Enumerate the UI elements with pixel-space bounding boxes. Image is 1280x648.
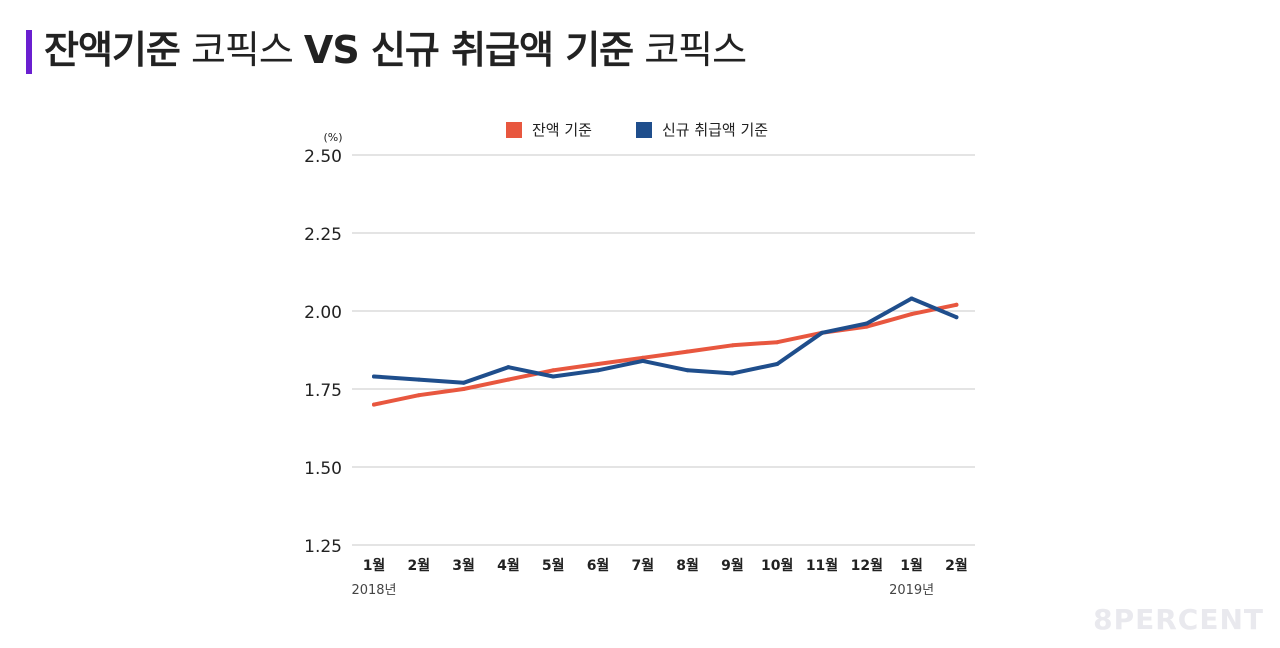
data-point bbox=[596, 362, 600, 367]
data-point bbox=[685, 349, 690, 354]
y-tick-label: 1.50 bbox=[304, 459, 342, 479]
x-tick-label: 12월 bbox=[851, 557, 883, 574]
title-part-4: 코픽스 bbox=[644, 28, 747, 72]
x-tick-label: 8월 bbox=[676, 557, 699, 574]
chart-legend: 잔액 기준 신규 취급액 기준 bbox=[506, 119, 768, 140]
y-tick-label: 2.50 bbox=[304, 147, 342, 167]
legend-label-new: 신규 취급액 기준 bbox=[661, 121, 769, 139]
x-year-label: 2018년 bbox=[351, 583, 396, 598]
x-tick-label: 1월 bbox=[363, 557, 386, 574]
data-point bbox=[954, 315, 959, 320]
series-line-1 bbox=[372, 296, 959, 385]
y-tick-label: 2.25 bbox=[304, 225, 342, 245]
legend-label-balance: 잔액 기준 bbox=[532, 121, 592, 139]
data-point bbox=[685, 368, 690, 373]
x-year-label: 2019년 bbox=[889, 583, 934, 598]
series-line-0 bbox=[372, 302, 959, 407]
x-tick-label: 9월 bbox=[721, 557, 744, 574]
data-point bbox=[775, 340, 780, 345]
data-point bbox=[551, 368, 556, 373]
data-point bbox=[551, 374, 556, 379]
x-tick-label: 1월 bbox=[900, 557, 923, 574]
data-point bbox=[416, 377, 421, 382]
data-point bbox=[864, 321, 869, 326]
data-point bbox=[640, 358, 645, 363]
data-point bbox=[461, 380, 466, 385]
title-part-2: 코픽스 bbox=[190, 28, 294, 72]
data-point bbox=[820, 330, 824, 335]
title-part-1: 잔액기준 bbox=[44, 28, 181, 72]
title-accent-bar bbox=[26, 30, 32, 74]
data-point bbox=[909, 312, 914, 317]
x-tick-label: 4월 bbox=[497, 557, 520, 574]
x-tick-label: 11월 bbox=[806, 557, 838, 574]
data-point bbox=[730, 371, 735, 376]
x-tick-label: 7월 bbox=[631, 557, 654, 574]
y-tick-label: 1.25 bbox=[304, 537, 342, 557]
legend-swatch-new bbox=[635, 121, 652, 138]
x-tick-label: 2월 bbox=[407, 557, 430, 574]
data-point bbox=[909, 296, 914, 301]
legend-item-new: 신규 취급액 기준 bbox=[635, 119, 769, 140]
x-tick-label: 2월 bbox=[945, 557, 968, 574]
title-part-3: VS 신규 취급액 기준 bbox=[303, 28, 634, 72]
data-point bbox=[372, 402, 376, 407]
data-point bbox=[461, 387, 466, 391]
legend-swatch-balance bbox=[506, 121, 522, 138]
x-tick-label: 10월 bbox=[761, 557, 793, 574]
y-tick-label: 1.75 bbox=[304, 381, 342, 401]
x-tick-label: 6월 bbox=[587, 557, 610, 574]
x-tick-label: 5월 bbox=[542, 557, 565, 574]
y-axis-unit: (%) bbox=[323, 131, 342, 144]
data-point bbox=[640, 355, 645, 360]
data-point bbox=[596, 368, 600, 373]
y-tick-label: 2.00 bbox=[304, 303, 342, 323]
legend-item-balance: 잔액 기준 bbox=[506, 119, 592, 140]
data-point bbox=[954, 302, 959, 307]
data-point bbox=[730, 343, 735, 348]
page-title: 잔액기준 코픽스 VS 신규 취급액 기준 코픽스 bbox=[44, 24, 747, 76]
data-point bbox=[372, 374, 376, 379]
data-point bbox=[506, 365, 511, 370]
x-tick-label: 3월 bbox=[452, 557, 475, 574]
data-point bbox=[416, 393, 421, 398]
watermark: 8PERCENT bbox=[1093, 603, 1264, 636]
data-point bbox=[506, 377, 511, 382]
data-point bbox=[775, 362, 780, 367]
